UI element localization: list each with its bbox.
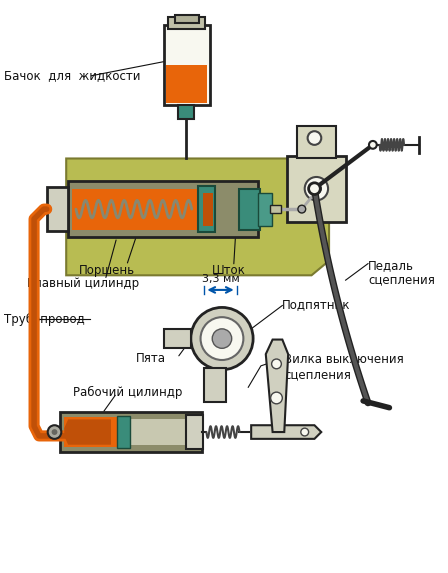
Bar [129, 419, 187, 445]
Circle shape [301, 428, 309, 436]
Text: Подпятник: Подпятник [282, 298, 351, 311]
Circle shape [191, 308, 253, 370]
Text: Пята: Пята [136, 352, 166, 364]
Bar [186, 415, 203, 449]
Circle shape [201, 317, 243, 360]
Bar [175, 15, 198, 23]
Text: Шток: Шток [212, 264, 246, 277]
Text: Главный цилиндр: Главный цилиндр [27, 277, 139, 289]
Text: 3,3 мм: 3,3 мм [202, 274, 239, 284]
Circle shape [271, 392, 282, 404]
Bar [270, 205, 281, 213]
Text: Поршень: Поршень [79, 264, 135, 277]
Bar [117, 417, 130, 448]
Bar [287, 155, 345, 222]
Circle shape [305, 177, 328, 201]
Bar [164, 329, 191, 348]
Bar [68, 181, 258, 237]
Bar [198, 186, 215, 233]
Circle shape [47, 425, 61, 439]
Bar [168, 17, 206, 29]
Bar [258, 193, 271, 226]
Bar [203, 193, 213, 226]
Polygon shape [64, 419, 111, 445]
Text: Трубопровод: Трубопровод [4, 312, 85, 325]
Bar [178, 105, 194, 119]
Bar [60, 411, 202, 453]
Text: Вилка выключения
сцепления: Вилка выключения сцепления [284, 353, 404, 381]
Circle shape [311, 184, 321, 194]
Bar [47, 187, 68, 231]
Bar [72, 189, 198, 230]
Polygon shape [66, 159, 329, 275]
Circle shape [52, 429, 57, 435]
Bar [64, 418, 118, 446]
Circle shape [308, 131, 321, 145]
Text: Рабочий цилиндр: Рабочий цилиндр [73, 386, 182, 399]
Text: Педаль
сцепления: Педаль сцепления [368, 259, 435, 286]
Circle shape [369, 141, 377, 149]
Polygon shape [251, 425, 321, 439]
Bar [238, 189, 260, 230]
Text: Бачок  для  жидкости: Бачок для жидкости [4, 69, 140, 83]
Circle shape [309, 183, 320, 194]
Circle shape [298, 205, 306, 213]
Circle shape [212, 329, 232, 348]
Bar [164, 25, 210, 105]
Bar [167, 65, 207, 103]
Bar [204, 368, 226, 402]
Polygon shape [266, 340, 288, 432]
Circle shape [271, 359, 281, 369]
Bar [297, 127, 336, 158]
